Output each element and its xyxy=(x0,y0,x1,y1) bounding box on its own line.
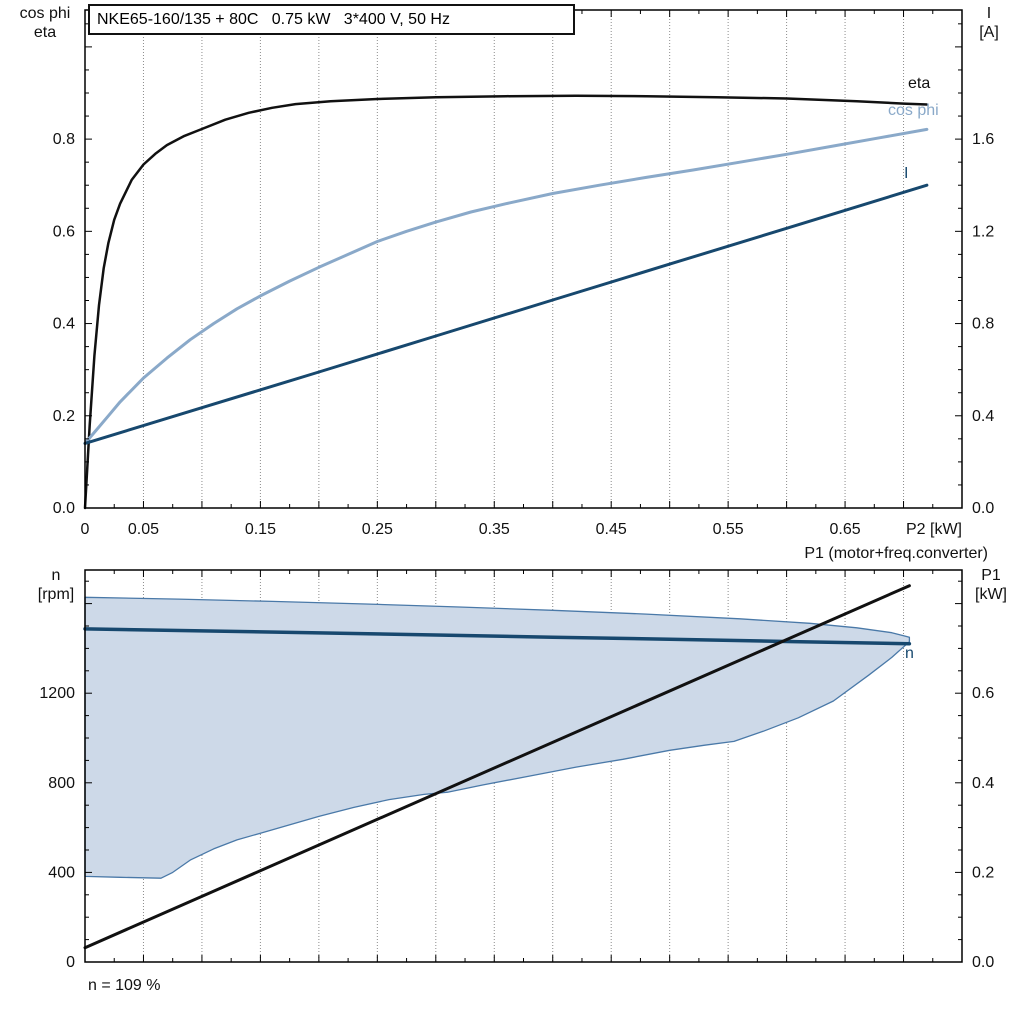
svg-text:0.4: 0.4 xyxy=(53,316,75,333)
axis-label-cosphi-eta: cos phi eta xyxy=(4,4,86,42)
svg-text:0.4: 0.4 xyxy=(972,408,994,425)
axis-label-current: I [A] xyxy=(958,4,1020,42)
svg-text:400: 400 xyxy=(48,864,75,881)
svg-text:1.6: 1.6 xyxy=(972,131,994,148)
svg-text:0.0: 0.0 xyxy=(53,500,75,517)
svg-text:0.6: 0.6 xyxy=(53,223,75,240)
svg-text:1.2: 1.2 xyxy=(972,223,994,240)
axis-label-cosphi: cos phi xyxy=(19,5,71,22)
speed-percentage-annotation: n = 109 % xyxy=(88,977,161,994)
axis-label-P1: P1 xyxy=(981,567,1001,584)
svg-text:0.25: 0.25 xyxy=(362,521,393,538)
svg-text:800: 800 xyxy=(48,775,75,792)
svg-text:P2 [kW]: P2 [kW] xyxy=(906,521,962,538)
axis-label-eta: eta xyxy=(33,24,57,41)
svg-text:0.0: 0.0 xyxy=(972,954,994,971)
chart-title: NKE65-160/135 + 80C 0.75 kW 3*400 V, 50 … xyxy=(88,4,575,35)
axis-label-n: n xyxy=(51,567,61,584)
svg-text:1200: 1200 xyxy=(39,685,75,702)
svg-text:0.8: 0.8 xyxy=(972,316,994,333)
axis-label-kw-unit: [kW] xyxy=(975,586,1007,603)
svg-text:0.55: 0.55 xyxy=(713,521,744,538)
svg-text:0.2: 0.2 xyxy=(972,864,994,881)
svg-text:0.45: 0.45 xyxy=(596,521,627,538)
curve-label-speed: n xyxy=(905,645,914,662)
svg-text:0.65: 0.65 xyxy=(829,521,860,538)
curve-label-eta: eta xyxy=(908,75,931,92)
svg-text:0.05: 0.05 xyxy=(128,521,159,538)
axis-label-rpm-unit: [rpm] xyxy=(37,586,75,603)
axis-label-p1: P1 [kW] xyxy=(960,566,1022,604)
svg-text:0.0: 0.0 xyxy=(972,500,994,517)
curve-label-cosphi: cos phi xyxy=(888,102,939,119)
axis-label-I: I xyxy=(986,5,992,22)
svg-text:0.4: 0.4 xyxy=(972,775,994,792)
svg-text:0: 0 xyxy=(81,521,90,538)
svg-text:0.15: 0.15 xyxy=(245,521,276,538)
svg-text:0.2: 0.2 xyxy=(53,408,75,425)
axis-label-ampere-unit: [A] xyxy=(979,24,999,41)
svg-text:0.8: 0.8 xyxy=(53,131,75,148)
svg-text:0.35: 0.35 xyxy=(479,521,510,538)
svg-text:0: 0 xyxy=(66,954,75,971)
svg-text:0.6: 0.6 xyxy=(972,685,994,702)
p1-caption: P1 (motor+freq.converter) xyxy=(804,545,988,562)
axis-label-speed: n [rpm] xyxy=(18,566,94,604)
curve-label-current: I xyxy=(904,165,909,182)
